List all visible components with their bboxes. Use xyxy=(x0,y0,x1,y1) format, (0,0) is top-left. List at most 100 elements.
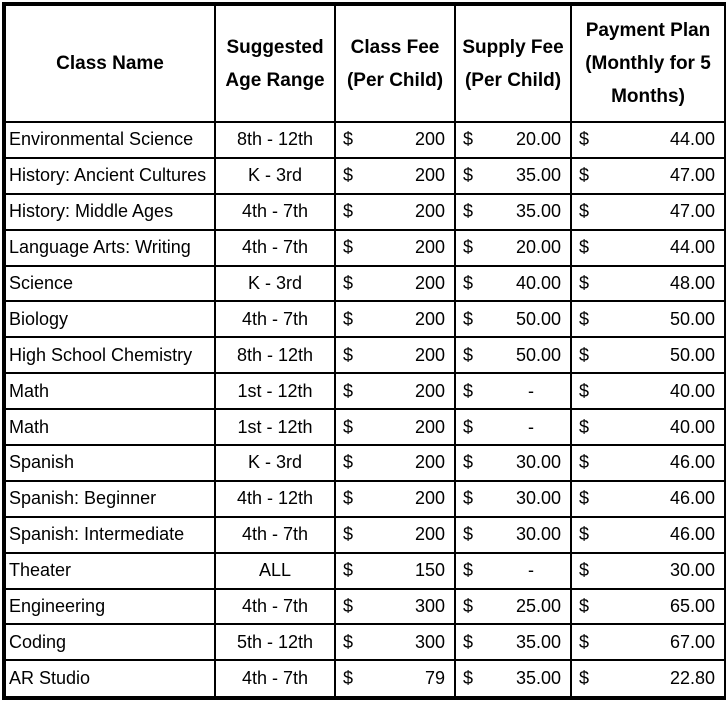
age-range-cell: 1st - 12th xyxy=(214,372,336,411)
payment-plan-cell: $67.00 xyxy=(570,623,726,662)
class-name-text: Coding xyxy=(9,631,67,652)
supply-fee-cell: $35.00 xyxy=(454,192,572,231)
age-range-text: K - 3rd xyxy=(247,165,303,186)
class-name-text: History: Ancient Cultures xyxy=(9,165,207,186)
dollar-sign: $ xyxy=(463,524,474,545)
class-fee-cell: $200 xyxy=(334,264,456,303)
class-fee-value: 200 xyxy=(414,237,445,258)
header-row: Class Name Suggested Age Range Class Fee… xyxy=(3,3,726,123)
dollar-sign: $ xyxy=(579,416,590,437)
dollar-sign: $ xyxy=(463,596,474,617)
class-name-text: Spanish xyxy=(9,452,75,473)
table-row: Coding 5th - 12th $300 $35.00 $67.00 xyxy=(3,623,726,662)
payment-plan-cell: $47.00 xyxy=(570,156,726,195)
col-header-payment-plan: Payment Plan (Monthly for 5 Months) xyxy=(570,3,726,123)
payment-plan-value: 22.80 xyxy=(669,668,715,689)
class-fee-cell: $200 xyxy=(334,479,456,518)
supply-fee-value: 20.00 xyxy=(515,237,561,258)
payment-plan-value: 48.00 xyxy=(669,273,715,293)
dollar-sign: $ xyxy=(579,237,590,258)
dollar-sign: $ xyxy=(343,596,354,617)
payment-plan-value: 46.00 xyxy=(669,452,715,473)
age-range-text: 4th - 7th xyxy=(241,201,309,222)
table-row: History: Ancient Cultures K - 3rd $200 $… xyxy=(3,156,726,195)
payment-plan-value: 67.00 xyxy=(669,631,715,652)
class-name-text: Environmental Science xyxy=(9,129,194,150)
payment-plan-cell: $22.80 xyxy=(570,659,726,699)
supply-fee-value: - xyxy=(528,560,534,581)
supply-fee-value: 35.00 xyxy=(515,201,561,222)
dollar-sign: $ xyxy=(463,308,474,329)
class-name-text: High School Chemistry xyxy=(9,344,193,365)
dollar-sign: $ xyxy=(463,344,474,365)
class-name-text: Math xyxy=(9,416,50,437)
dollar-sign: $ xyxy=(343,344,354,365)
payment-plan-cell: $46.00 xyxy=(570,479,726,518)
payment-plan-value: 46.00 xyxy=(669,488,715,509)
table-row: Spanish: Beginner 4th - 12th $200 $30.00… xyxy=(3,479,726,518)
class-fee-value: 200 xyxy=(414,380,445,401)
dollar-sign: $ xyxy=(579,452,590,473)
class-name-cell: Spanish xyxy=(3,444,216,482)
payment-plan-value: 50.00 xyxy=(669,344,715,365)
supply-fee-value: 30.00 xyxy=(515,452,561,473)
payment-plan-cell: $50.00 xyxy=(570,300,726,339)
table-row: Biology 4th - 7th $200 $50.00 $50.00 xyxy=(3,300,726,339)
age-range-text: 5th - 12th xyxy=(236,631,314,652)
payment-plan-value: 44.00 xyxy=(669,237,715,258)
supply-fee-value: 30.00 xyxy=(515,524,561,545)
class-fee-cell: $200 xyxy=(334,300,456,339)
table-row: Spanish: Intermediate 4th - 7th $200 $30… xyxy=(3,515,726,554)
class-name-cell: Spanish: Intermediate xyxy=(3,515,216,554)
dollar-sign: $ xyxy=(463,416,474,437)
dollar-sign: $ xyxy=(463,631,474,652)
class-name-text: Biology xyxy=(9,308,69,329)
payment-plan-cell: $65.00 xyxy=(570,587,726,626)
class-fee-cell: $200 xyxy=(334,372,456,411)
class-fee-value: 79 xyxy=(424,668,445,689)
dollar-sign: $ xyxy=(579,165,590,186)
dollar-sign: $ xyxy=(343,668,354,689)
dollar-sign: $ xyxy=(343,380,354,401)
class-name-text: Science xyxy=(9,273,74,293)
supply-fee-value: 50.00 xyxy=(515,344,561,365)
class-fee-value: 200 xyxy=(414,273,445,293)
table-row: Engineering 4th - 7th $300 $25.00 $65.00 xyxy=(3,587,726,626)
class-fee-cell: $150 xyxy=(334,551,456,590)
supply-fee-value: 30.00 xyxy=(515,488,561,509)
supply-fee-cell: $25.00 xyxy=(454,587,572,626)
class-name-text: Math xyxy=(9,380,50,401)
age-range-text: 4th - 7th xyxy=(241,308,309,329)
payment-plan-cell: $30.00 xyxy=(570,551,726,590)
class-name-text: History: Middle Ages xyxy=(9,201,174,222)
payment-plan-value: 30.00 xyxy=(669,560,715,581)
class-name-text: Spanish: Beginner xyxy=(9,488,157,509)
dollar-sign: $ xyxy=(343,308,354,329)
supply-fee-value: 35.00 xyxy=(515,668,561,689)
class-name-cell: History: Middle Ages xyxy=(3,192,216,231)
class-name-text: Spanish: Intermediate xyxy=(9,524,185,545)
dollar-sign: $ xyxy=(343,165,354,186)
dollar-sign: $ xyxy=(343,416,354,437)
class-fee-cell: $300 xyxy=(334,623,456,662)
class-fee-value: 200 xyxy=(414,488,445,509)
payment-plan-cell: $46.00 xyxy=(570,444,726,482)
age-range-text: 4th - 7th xyxy=(241,596,309,617)
class-name-text: AR Studio xyxy=(9,668,91,689)
dollar-sign: $ xyxy=(343,201,354,222)
supply-fee-cell: $35.00 xyxy=(454,659,572,699)
table-row: Math 1st - 12th $200 $ - $40.00 xyxy=(3,408,726,447)
col-header-class-fee: Class Fee (Per Child) xyxy=(334,3,456,123)
age-range-cell: 4th - 7th xyxy=(214,228,336,267)
supply-fee-value: - xyxy=(528,380,534,401)
supply-fee-cell: $20.00 xyxy=(454,228,572,267)
dollar-sign: $ xyxy=(343,524,354,545)
dollar-sign: $ xyxy=(463,452,474,473)
dollar-sign: $ xyxy=(579,560,590,581)
class-name-text: Engineering xyxy=(9,596,106,617)
age-range-text: K - 3rd xyxy=(247,452,303,473)
class-fee-value: 200 xyxy=(414,524,445,545)
payment-plan-cell: $47.00 xyxy=(570,192,726,231)
supply-fee-cell: $30.00 xyxy=(454,479,572,518)
